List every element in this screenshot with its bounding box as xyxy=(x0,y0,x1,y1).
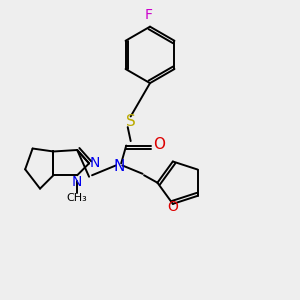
Text: N: N xyxy=(113,159,124,174)
Text: O: O xyxy=(167,200,178,214)
Text: N: N xyxy=(89,156,100,170)
Text: CH₃: CH₃ xyxy=(67,193,88,202)
Text: O: O xyxy=(153,137,165,152)
Text: F: F xyxy=(145,8,152,22)
Text: S: S xyxy=(126,114,136,129)
Text: N: N xyxy=(72,175,83,189)
